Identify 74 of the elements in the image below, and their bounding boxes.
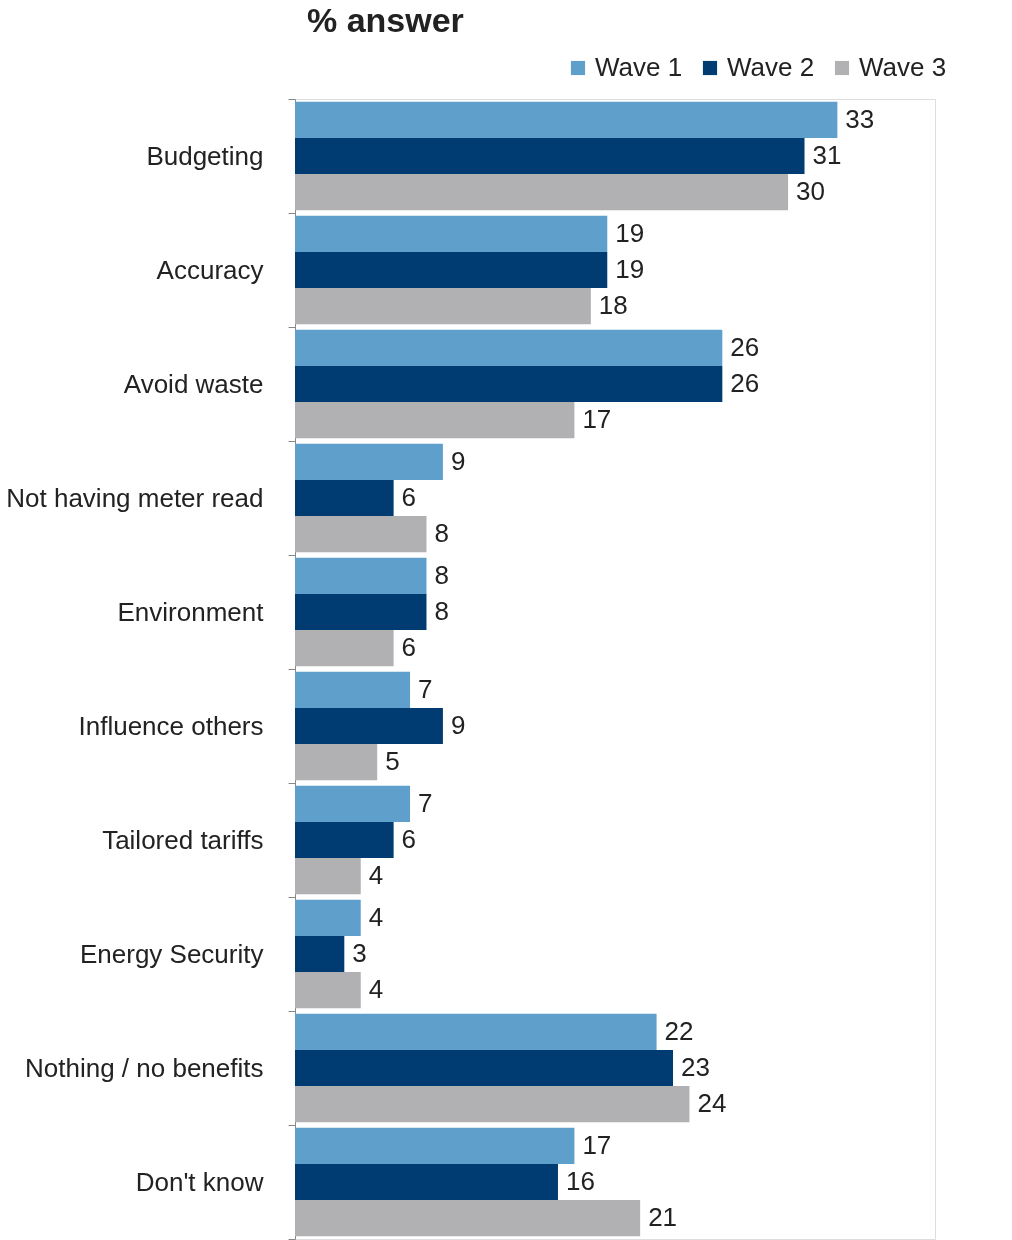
- data-label: 19: [615, 217, 645, 248]
- data-label: 4: [368, 901, 384, 932]
- data-label: 9: [450, 445, 466, 476]
- data-label: 8: [434, 559, 449, 590]
- bar: [295, 899, 361, 936]
- data-label: 6: [401, 482, 417, 512]
- bar: [295, 329, 723, 366]
- bar: [295, 557, 427, 594]
- legend-label: Wave 1: [595, 52, 683, 82]
- bar: [295, 707, 443, 745]
- y-tick-label: Don't know: [135, 1166, 264, 1197]
- y-tick-label: Not having meter read: [6, 482, 264, 513]
- y-tick-label: Nothing / no benefits: [25, 1052, 264, 1083]
- bar: [295, 821, 394, 859]
- bar: [295, 744, 378, 781]
- y-tick-label: Tailored tariffs: [102, 824, 264, 855]
- data-label: 23: [681, 1052, 710, 1082]
- data-label: 33: [845, 103, 875, 134]
- data-label: 16: [565, 1166, 595, 1196]
- bar: [295, 251, 608, 289]
- y-tick-label: Energy Security: [79, 938, 264, 969]
- data-label: 5: [385, 746, 400, 777]
- y-tick-label: Budgeting: [146, 140, 264, 171]
- bar: [295, 1013, 657, 1050]
- data-label: 6: [401, 632, 417, 663]
- bar: [295, 516, 427, 553]
- data-label: 30: [796, 176, 825, 207]
- bar: [295, 935, 345, 973]
- data-label: 17: [582, 404, 612, 435]
- bar: [295, 858, 361, 895]
- bar: [295, 101, 838, 138]
- data-label: 8: [434, 596, 449, 626]
- legend-label: Wave 2: [727, 52, 815, 82]
- data-label: 31: [812, 140, 842, 170]
- bar: [295, 593, 427, 631]
- bar: [295, 785, 411, 822]
- bar: [295, 443, 443, 480]
- bar: [295, 137, 805, 175]
- data-label: 7: [418, 673, 433, 704]
- y-tick-label: Influence others: [78, 710, 264, 741]
- bar: [295, 479, 394, 517]
- y-tick-label: Environment: [117, 596, 265, 627]
- bar: [295, 630, 394, 667]
- data-label: 24: [697, 1088, 727, 1119]
- data-label: 3: [352, 938, 367, 968]
- bar: [295, 1200, 641, 1237]
- data-label: 26: [730, 368, 760, 398]
- legend-label: Wave 3: [859, 52, 947, 82]
- bar: [295, 1086, 690, 1123]
- bar: [295, 174, 789, 211]
- bar: [295, 1163, 558, 1201]
- data-label: 21: [648, 1202, 678, 1233]
- bar: [295, 1127, 575, 1164]
- data-label: 9: [450, 710, 466, 740]
- bar: [295, 288, 591, 325]
- data-label: 7: [418, 787, 433, 818]
- bar: [295, 402, 575, 439]
- data-label: 8: [434, 518, 449, 549]
- bar: [295, 365, 723, 403]
- data-label: 17: [582, 1129, 612, 1160]
- chart-title: % answer: [307, 1, 464, 39]
- bar: [295, 215, 608, 252]
- y-tick-label: Avoid waste: [123, 368, 264, 399]
- bar: [295, 972, 361, 1009]
- y-tick-label: Accuracy: [156, 254, 264, 285]
- data-label: 6: [401, 824, 417, 854]
- data-label: 4: [368, 860, 384, 891]
- data-label: 22: [664, 1015, 694, 1046]
- bar: [295, 671, 411, 708]
- data-label: 19: [615, 254, 645, 284]
- bar: [295, 1049, 674, 1087]
- data-label: 4: [368, 974, 384, 1005]
- data-label: 18: [598, 290, 628, 321]
- data-label: 26: [730, 331, 760, 362]
